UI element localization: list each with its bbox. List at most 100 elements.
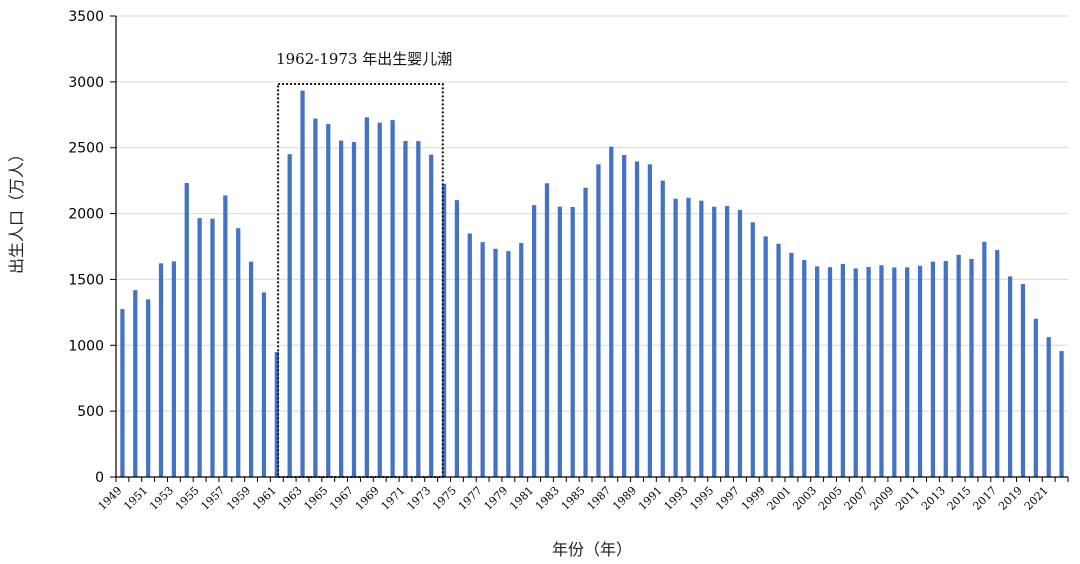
bar-1981 bbox=[531, 205, 537, 477]
bar-1977 bbox=[480, 242, 485, 477]
bar-1951 bbox=[146, 299, 151, 477]
x-tick-label: 1971 bbox=[379, 484, 408, 513]
bar-1986 bbox=[596, 164, 601, 477]
bar-2021 bbox=[1046, 337, 1051, 477]
y-tick-label: 3000 bbox=[68, 75, 104, 91]
bar-2002 bbox=[802, 260, 807, 477]
bar-2006 bbox=[853, 268, 858, 477]
bar-1974 bbox=[441, 183, 447, 477]
bar-1962 bbox=[287, 154, 292, 478]
bar-2017 bbox=[995, 250, 1000, 477]
x-tick-label: 1999 bbox=[739, 484, 768, 513]
bar-1954 bbox=[184, 183, 189, 477]
bar-2019 bbox=[1020, 284, 1026, 477]
bar-1949 bbox=[120, 309, 125, 477]
x-tick-label: 2003 bbox=[790, 484, 819, 513]
bar-1999 bbox=[763, 236, 768, 477]
bar-1997 bbox=[737, 209, 743, 477]
x-tick-label: 1973 bbox=[404, 484, 433, 513]
x-tick-label: 1979 bbox=[482, 484, 511, 513]
bar-1955 bbox=[197, 218, 202, 477]
bar-1968 bbox=[364, 117, 369, 478]
x-tick-label: 1967 bbox=[327, 484, 356, 513]
bar-1953 bbox=[171, 261, 177, 477]
x-tick-label: 2007 bbox=[842, 484, 871, 513]
x-tick-label: 1951 bbox=[121, 484, 150, 513]
bar-1972 bbox=[416, 141, 421, 477]
x-tick-label: 1969 bbox=[353, 484, 382, 513]
bar-2013 bbox=[943, 260, 948, 477]
bar-1994 bbox=[699, 200, 704, 477]
x-tick-label: 1953 bbox=[147, 484, 176, 513]
x-tick-label: 1989 bbox=[610, 484, 639, 513]
x-tick-label: 1957 bbox=[198, 484, 227, 513]
x-axis: 1949195119531955195719591961196319651967… bbox=[96, 476, 1069, 513]
x-tick-label: 1975 bbox=[430, 484, 459, 513]
y-tick-label: 2500 bbox=[68, 141, 104, 157]
bar-2015 bbox=[969, 259, 974, 477]
bar-1957 bbox=[223, 195, 228, 478]
bar-1979 bbox=[506, 251, 511, 477]
bar-2004 bbox=[827, 267, 833, 477]
x-tick-label: 1949 bbox=[96, 484, 125, 513]
x-tick-label: 1983 bbox=[533, 484, 562, 513]
bar-1964 bbox=[313, 118, 318, 477]
y-tick-label: 0 bbox=[95, 470, 104, 486]
bar-2020 bbox=[1033, 318, 1038, 477]
bar-1971 bbox=[403, 140, 408, 477]
bar-1973 bbox=[429, 154, 434, 478]
bar-2003 bbox=[815, 266, 820, 477]
y-tick-label: 2000 bbox=[68, 207, 104, 223]
bar-1983 bbox=[557, 206, 562, 477]
bar-2011 bbox=[917, 265, 923, 477]
bar-2012 bbox=[930, 261, 936, 477]
x-tick-label: 2017 bbox=[970, 484, 999, 513]
y-tick-label: 500 bbox=[77, 404, 104, 420]
bar-1969 bbox=[377, 122, 382, 477]
baby-boom-annotation: 1962-1973 年出生婴儿潮 bbox=[276, 50, 452, 478]
x-tick-label: 1959 bbox=[224, 484, 253, 513]
bar-1985 bbox=[583, 187, 588, 477]
x-tick-label: 1997 bbox=[713, 484, 742, 513]
bar-1978 bbox=[493, 248, 498, 477]
x-tick-label: 1963 bbox=[276, 484, 305, 513]
bar-2016 bbox=[982, 241, 987, 477]
bar-2009 bbox=[892, 267, 897, 477]
baby-boom-annotation-text: 1962-1973 年出生婴儿潮 bbox=[276, 50, 452, 68]
bar-2005 bbox=[840, 264, 845, 477]
x-tick-label: 1981 bbox=[507, 484, 536, 513]
bar-1975 bbox=[454, 200, 460, 477]
x-tick-label: 1985 bbox=[559, 484, 588, 513]
bar-1982 bbox=[544, 183, 550, 477]
bar-2022 bbox=[1059, 351, 1064, 477]
bar-1992 bbox=[673, 198, 678, 477]
bar-1959 bbox=[248, 261, 254, 477]
x-tick-label: 1991 bbox=[636, 484, 665, 513]
y-axis: 0 500 1000 1500 2000 2500 3000 3500 bbox=[68, 9, 117, 486]
x-tick-label: 1993 bbox=[662, 484, 691, 513]
y-axis-title: 出生人口（万人） bbox=[7, 146, 26, 274]
x-tick-label: 2005 bbox=[816, 484, 845, 513]
bar-2010 bbox=[905, 267, 910, 477]
bar-2001 bbox=[789, 252, 794, 477]
bar-1989 bbox=[634, 161, 640, 477]
bar-1991 bbox=[660, 180, 665, 477]
bar-1995 bbox=[712, 206, 717, 477]
bar-1950 bbox=[133, 290, 138, 477]
bar-1990 bbox=[647, 164, 653, 477]
gridlines bbox=[116, 15, 1068, 412]
bar-1965 bbox=[326, 124, 331, 478]
x-tick-label: 2011 bbox=[893, 484, 922, 513]
bar-1963 bbox=[300, 90, 305, 477]
bar-1967 bbox=[351, 142, 357, 477]
bar-1998 bbox=[750, 222, 755, 477]
bar-1976 bbox=[467, 233, 472, 477]
y-tick-label: 3500 bbox=[68, 9, 104, 25]
bar-2007 bbox=[866, 267, 871, 477]
x-tick-label: 2015 bbox=[945, 484, 974, 513]
x-tick-label: 1955 bbox=[173, 484, 202, 513]
bar-1987 bbox=[609, 146, 614, 477]
x-tick-label: 2021 bbox=[1022, 484, 1051, 513]
bar-1996 bbox=[724, 206, 730, 477]
